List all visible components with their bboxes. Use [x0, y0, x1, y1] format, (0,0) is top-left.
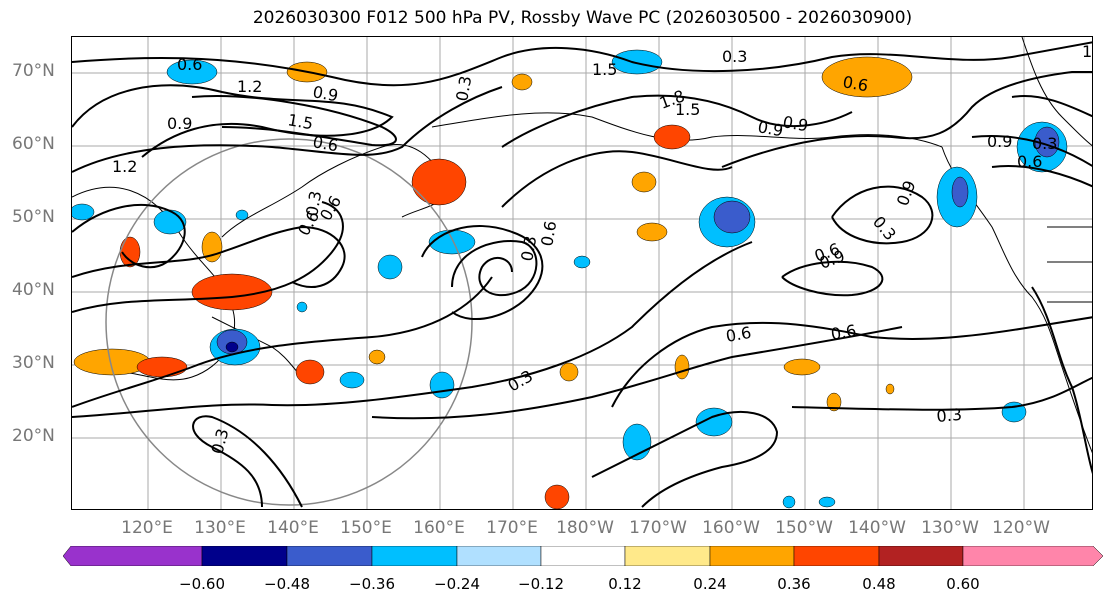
lon-label-160E: 160°E — [413, 518, 465, 538]
lon-label-130E: 130°E — [194, 518, 246, 538]
contour-label: 0.3 — [936, 405, 963, 426]
lon-label-130W: 130°W — [921, 518, 979, 538]
colorbar-segment — [878, 546, 964, 566]
contour-label: 0.6 — [177, 55, 202, 74]
map-panel: 0.61.20.90.91.50.60.31.50.30.61.80.91.81… — [71, 36, 1093, 510]
contour-label: 0.9 — [781, 112, 809, 135]
contour-label: 1.5 — [592, 60, 617, 79]
chart-title: 2026030300 F012 500 hPa PV, Rossby Wave … — [252, 8, 913, 28]
colorbar-segment — [624, 546, 711, 566]
contour-label: 0.9 — [756, 117, 784, 140]
contour-label: 0.6 — [841, 72, 869, 95]
colorbar-tick: −0.60 — [179, 575, 225, 593]
contour-label: 0.6 — [829, 321, 857, 344]
contour-label: 0.6 — [724, 323, 752, 346]
colorbar-tick: 0.24 — [693, 575, 727, 593]
colorbar-tick: 0.12 — [608, 575, 642, 593]
positive-anomalies — [73, 56, 913, 509]
colorbar-tick: −0.36 — [349, 575, 395, 593]
contour-label: 1.2 — [237, 77, 262, 96]
lat-label-50N: 50°N — [12, 207, 55, 227]
colorbar-tick: −0.48 — [264, 575, 310, 593]
contour-label: 0.9 — [167, 114, 192, 133]
contour-label: 0.3 — [302, 189, 325, 217]
lat-label-60N: 60°N — [12, 134, 55, 154]
contour-label: 0.3 — [517, 234, 540, 262]
lon-label-120W: 120°W — [992, 518, 1050, 538]
lon-label-150E: 150°E — [340, 518, 392, 538]
lon-label-150W: 150°W — [775, 518, 833, 538]
colorbar-segment — [201, 546, 288, 566]
contour-label: 0.9 — [987, 132, 1012, 151]
negative-anomalies — [72, 49, 1068, 509]
lon-label-140W: 140°W — [848, 518, 906, 538]
lat-label-20N: 20°N — [12, 426, 55, 446]
pv-contours — [72, 41, 1092, 508]
colorbar-tick: 0.48 — [862, 575, 896, 593]
colorbar-segment — [63, 546, 203, 566]
colorbar-segment — [793, 546, 880, 566]
lat-label-30N: 30°N — [12, 353, 55, 373]
colorbar-segment — [962, 546, 1103, 566]
contour-label: 0.6 — [1092, 57, 1093, 76]
contour-label: 0.3 — [505, 366, 537, 395]
lon-label-160W: 160°W — [702, 518, 760, 538]
colorbar-segment — [540, 546, 626, 566]
lat-label-40N: 40°N — [12, 280, 55, 300]
contour-label: 0.3 — [452, 74, 475, 102]
contour-label: 1.5 — [286, 110, 314, 133]
contour-label: 0.6 — [311, 132, 339, 155]
contour-label: 0.3 — [1032, 134, 1057, 153]
contour-label: 1.5 — [675, 100, 700, 119]
contour-label: 0.9 — [311, 82, 339, 105]
map-svg: 0.61.20.90.91.50.60.31.50.30.61.80.91.81… — [72, 37, 1093, 509]
contour-label: 1.8 — [1082, 42, 1093, 61]
lon-label-170W: 170°W — [629, 518, 687, 538]
contour-label: 0.3 — [722, 47, 747, 66]
colorbar-tick: −0.24 — [434, 575, 480, 593]
lat-label-70N: 70°N — [12, 61, 55, 81]
colorbar-segment — [456, 546, 542, 566]
colorbar-tick: −0.12 — [518, 575, 564, 593]
lon-label-140E: 140°E — [267, 518, 319, 538]
coastlines — [72, 37, 1092, 454]
lon-label-120E: 120°E — [121, 518, 173, 538]
colorbar-segment — [286, 546, 373, 566]
contour-label: 1.2 — [112, 157, 137, 176]
colorbar-tick: 0.60 — [946, 575, 980, 593]
wave-packet-circle — [105, 138, 473, 506]
colorbar — [63, 546, 1103, 566]
contour-label: 0.6 — [1017, 152, 1042, 171]
lon-label-170E: 170°E — [486, 518, 538, 538]
contour-label: 0.6 — [537, 219, 560, 247]
colorbar-tick: 0.36 — [777, 575, 811, 593]
contour-label: 0.3 — [869, 212, 900, 244]
lon-label-180W: 180°W — [556, 518, 614, 538]
contour-label: 0.3 — [208, 427, 233, 457]
colorbar-segment — [709, 546, 795, 566]
colorbar-segment — [371, 546, 458, 566]
contour-label: 0.9 — [893, 178, 920, 208]
